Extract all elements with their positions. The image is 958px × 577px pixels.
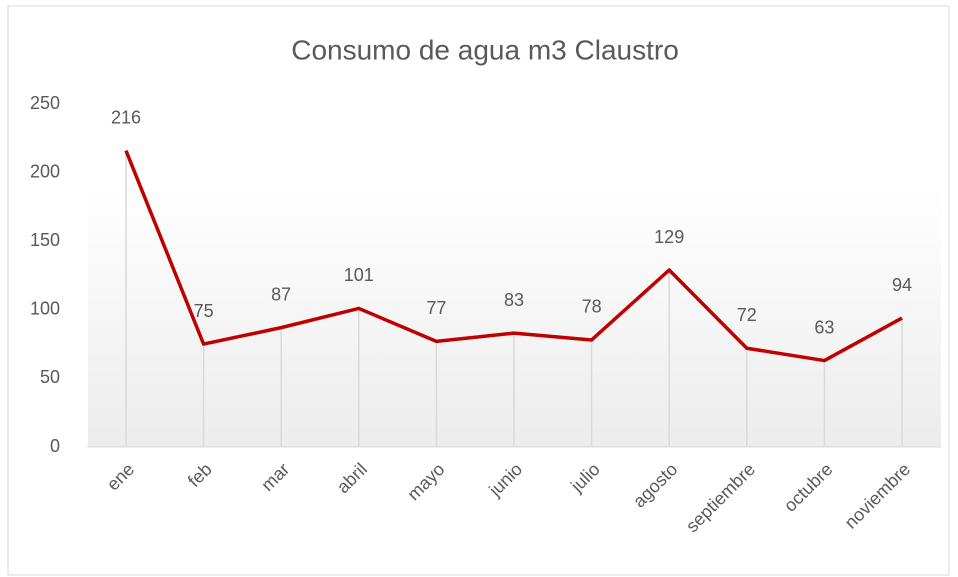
y-tick-label: 50 [40, 367, 60, 387]
data-label: 94 [892, 275, 912, 295]
y-tick-label: 150 [30, 230, 60, 250]
data-label: 87 [271, 284, 291, 304]
data-label: 77 [426, 298, 446, 318]
data-label: 83 [504, 290, 524, 310]
data-label: 75 [194, 301, 214, 321]
data-label: 78 [582, 297, 602, 317]
data-label: 101 [344, 265, 374, 285]
y-tick-label: 0 [50, 436, 60, 456]
data-label: 129 [654, 227, 684, 247]
y-tick-label: 100 [30, 299, 60, 319]
data-label: 63 [814, 317, 834, 337]
data-line [124, 149, 903, 363]
data-label: 216 [111, 107, 141, 127]
data-label: 72 [737, 305, 757, 325]
y-tick-label: 250 [30, 93, 60, 113]
chart-title: Consumo de agua m3 Claustro [291, 34, 679, 65]
y-tick-label: 200 [30, 161, 60, 181]
